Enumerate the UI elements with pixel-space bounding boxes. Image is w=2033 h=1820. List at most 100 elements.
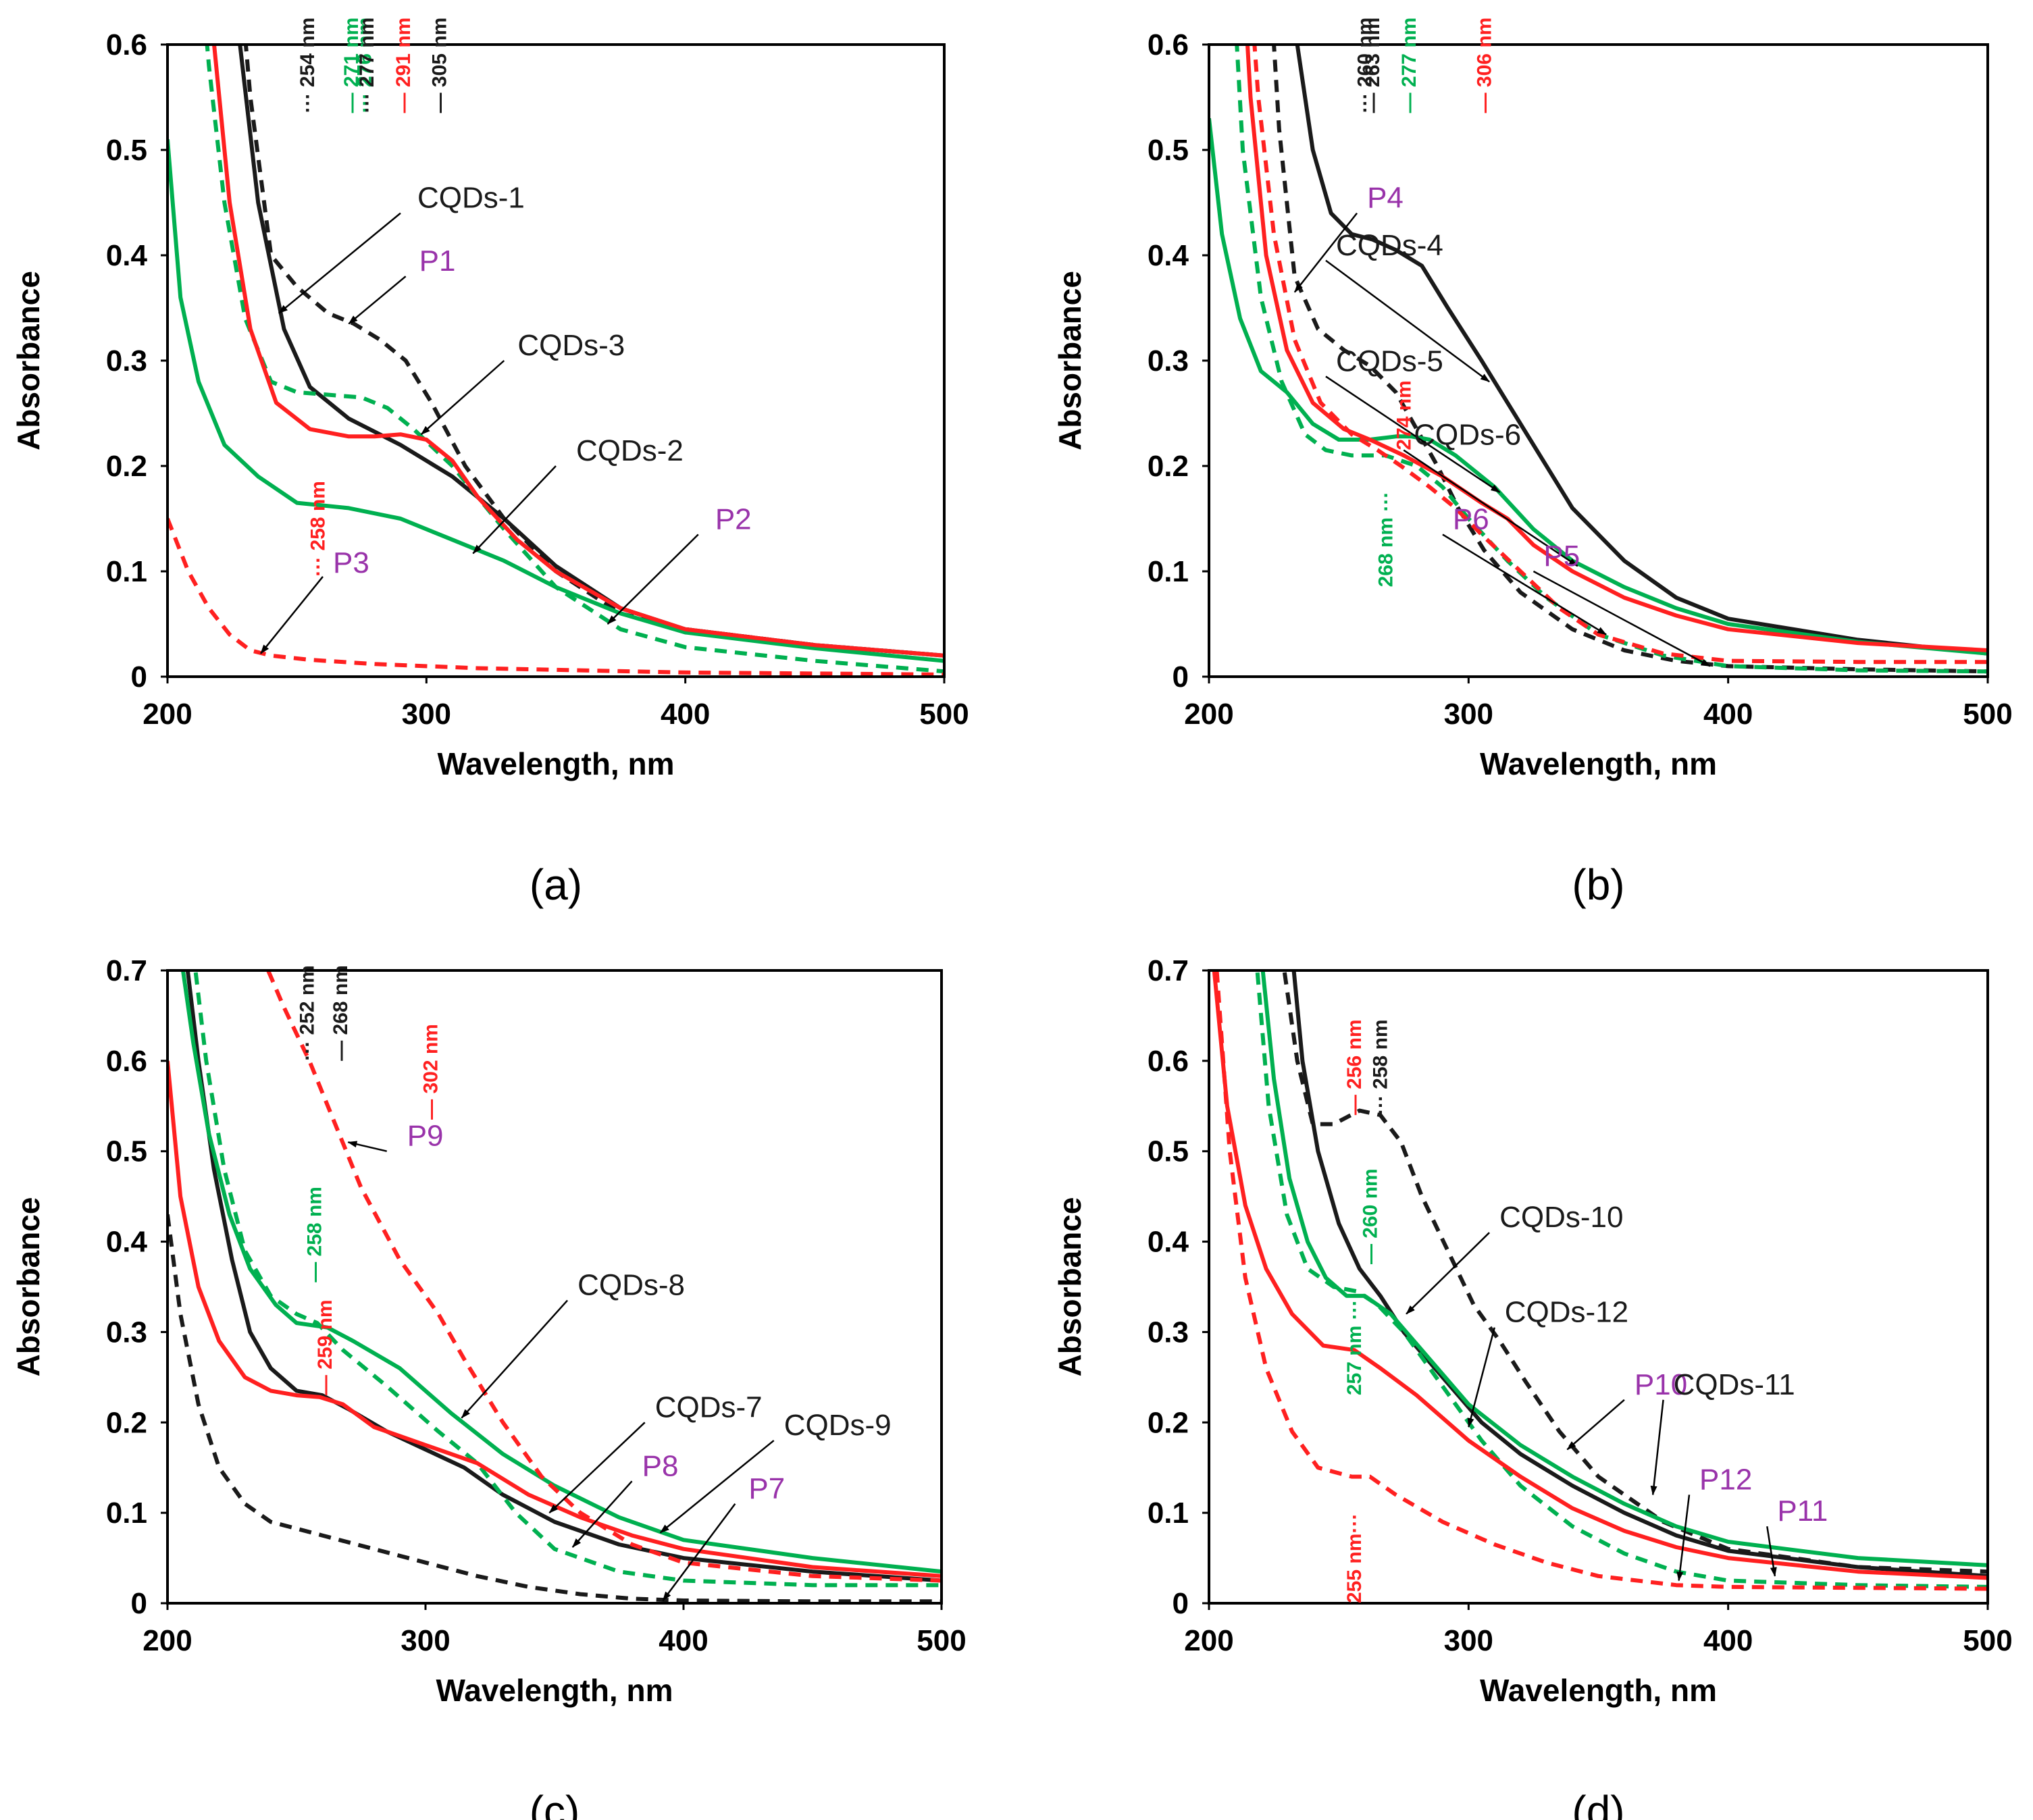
callout-arrow	[659, 1440, 775, 1534]
peak-annotation: ··· 277 nm	[356, 18, 378, 113]
series-line-p2	[205, 45, 944, 674]
panel-3: 200 300 400 500 0 0.1 0.2 0.3 0.4 0.5 0.6 0.7 Wavele…	[1052, 954, 2013, 1820]
y-tick-label: 0.2	[106, 1406, 147, 1439]
peak-annotation: — 260 nm	[1359, 1168, 1381, 1264]
peak-annotation: ··· 258 nm	[1370, 1019, 1392, 1115]
callout-arrow	[260, 576, 324, 654]
callout-arrow	[1325, 259, 1490, 383]
series-group	[168, 970, 942, 1603]
series-group	[1209, 45, 1988, 674]
callout-arrow	[662, 1503, 736, 1601]
callout-arrow	[1533, 570, 1711, 667]
peak-annotation: — 268 nm	[330, 965, 352, 1061]
series-line-cqds-9	[168, 1060, 942, 1578]
callout-label: CQDs-10	[1499, 1201, 1623, 1234]
y-tick-label: 0.5	[106, 134, 147, 167]
y-axis-label: Absorbance	[11, 271, 46, 450]
series-line-p10	[1282, 970, 1988, 1574]
panel-0: 200 300 400 500 0 0.1 0.2 0.3 0.4 0.5 0.6 Wavelengt…	[11, 18, 969, 909]
y-tick-label: 0.4	[106, 1226, 148, 1259]
callout-label: P6	[1453, 502, 1489, 536]
callout-label: CQDs-11	[1674, 1368, 1795, 1401]
callout-arrow	[348, 276, 407, 325]
callout-label: P9	[407, 1120, 444, 1153]
x-tick-label: 500	[1963, 698, 2012, 731]
callout-arrow	[1650, 1399, 1664, 1496]
x-tick-label: 500	[1963, 1624, 2012, 1657]
x-tick-label: 500	[919, 698, 969, 731]
series-line-cqds-12	[1212, 970, 1988, 1580]
callout-label: P12	[1699, 1463, 1752, 1496]
peak-annotation: — 263 nm	[1362, 18, 1384, 113]
x-tick-label: 200	[143, 1624, 192, 1657]
callout-label: P1	[419, 244, 456, 278]
panel-label: (a)	[530, 860, 582, 909]
callout-label: CQDs-8	[577, 1269, 685, 1302]
x-axis-label: Wavelength, nm	[436, 1673, 673, 1708]
series-group	[168, 45, 944, 677]
y-tick-label: 0.2	[1148, 450, 1189, 483]
y-tick-label: 0.5	[1148, 134, 1189, 167]
callout-arrow	[571, 1480, 633, 1548]
y-tick-label: 0.6	[106, 28, 147, 61]
series-line-p12	[1214, 970, 1988, 1591]
x-tick-label: 300	[401, 1624, 450, 1657]
callout-label: CQDs-6	[1414, 419, 1521, 452]
peak-annotation: — 259 nm	[314, 1299, 336, 1395]
series-line-cqds-5	[1209, 118, 1988, 656]
callout-arrow	[1406, 1232, 1490, 1315]
series-line-p8	[193, 970, 942, 1588]
y-tick-label: 0.2	[106, 450, 147, 483]
series-group	[1212, 970, 1988, 1591]
x-tick-label: 400	[1703, 1624, 1753, 1657]
peak-annotation: ··· 254 nm	[297, 18, 319, 113]
callout-arrow	[278, 212, 401, 314]
callout-label: CQDs-7	[655, 1390, 763, 1424]
y-tick-label: 0.2	[1148, 1406, 1189, 1439]
callout-arrow	[1293, 212, 1358, 293]
y-tick-label: 0.1	[106, 1497, 147, 1530]
series-line-cqds-11	[1260, 970, 1988, 1567]
plot-frame	[1208, 43, 1989, 678]
callout-arrow	[607, 534, 699, 625]
series-line-cqds-3	[211, 45, 944, 658]
callout-label: CQDs-2	[576, 434, 684, 467]
y-axis-label: Absorbance	[1052, 1197, 1087, 1377]
series-line-p6	[1252, 45, 1988, 665]
peak-annotation: — 277 nm	[1398, 18, 1420, 113]
y-tick-label: 0.1	[106, 555, 147, 588]
callout-label: P5	[1543, 540, 1580, 573]
x-tick-label: 400	[1703, 698, 1753, 731]
callout-arrow	[548, 1422, 646, 1514]
series-line-p7	[168, 1214, 942, 1603]
peak-annotation: — 271 nm	[340, 18, 363, 113]
x-axis-label: Wavelength, nm	[1480, 1673, 1717, 1708]
callout-arrow	[1325, 375, 1501, 494]
y-tick-label: 0.3	[1148, 344, 1189, 378]
peak-annotation: — 291 nm	[392, 18, 415, 113]
y-tick-label: 0.6	[106, 1045, 147, 1078]
y-axis-label: Absorbance	[11, 1197, 46, 1377]
callout-arrow	[1442, 534, 1607, 635]
y-tick-label: 0.4	[1148, 239, 1189, 272]
y-tick-label: 0.3	[106, 344, 147, 378]
y-tick-label: 0.5	[106, 1135, 147, 1168]
callout-label: P2	[715, 502, 752, 536]
series-line-cqds-4	[1295, 45, 1988, 656]
y-tick-label: 0.4	[106, 239, 148, 272]
x-axis-label: Wavelength, nm	[1480, 746, 1717, 781]
peak-annotation: 257 nm ···	[1343, 1299, 1366, 1395]
y-tick-label: 0	[1173, 1587, 1189, 1620]
y-tick-label: 0.3	[106, 1316, 147, 1349]
callout-arrow	[472, 465, 557, 554]
peak-annotation: — 256 nm	[1343, 1019, 1366, 1115]
callout-arrow	[461, 1299, 569, 1419]
callout-label: CQDs-4	[1336, 229, 1443, 262]
callout-label: P10	[1635, 1368, 1687, 1401]
callout-arrow	[1676, 1494, 1691, 1582]
plot-frame	[1208, 969, 1989, 1605]
callout-label: P4	[1367, 182, 1404, 215]
callout-label: CQDs-5	[1336, 344, 1443, 378]
callout-label: CQDs-9	[784, 1409, 892, 1442]
x-tick-label: 300	[1444, 1624, 1493, 1657]
